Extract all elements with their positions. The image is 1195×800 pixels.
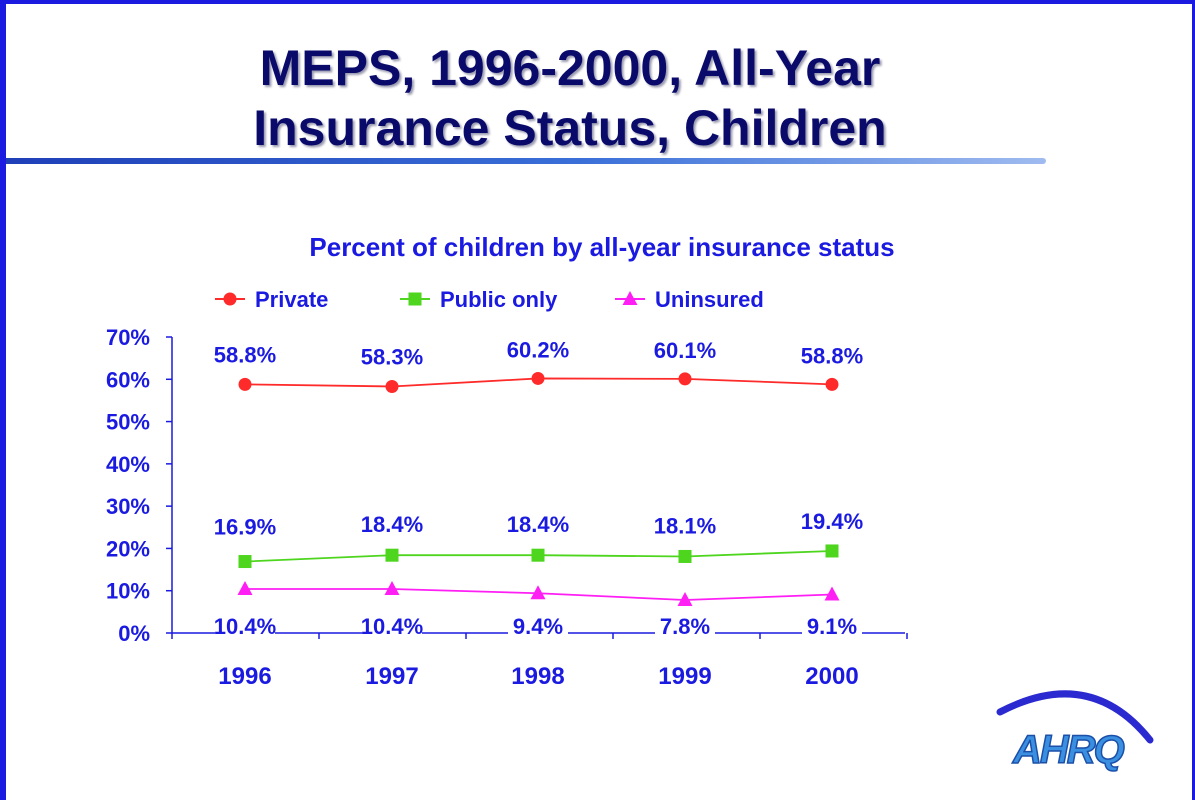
data-label: 10.4% xyxy=(214,614,276,639)
data-label: 19.4% xyxy=(801,509,863,534)
data-label-bg xyxy=(802,618,862,640)
data-point-2 xyxy=(237,581,253,596)
data-label: 18.1% xyxy=(654,513,716,538)
data-point-2 xyxy=(530,585,546,600)
slide-title: MEPS, 1996-2000, All-Year Insurance Stat… xyxy=(20,38,1120,158)
data-label: 7.8% xyxy=(660,614,710,639)
legend-marker-0 xyxy=(223,292,237,306)
x-tick-label: 1997 xyxy=(365,663,418,690)
data-label: 16.9% xyxy=(214,515,276,540)
data-point-0 xyxy=(678,372,692,386)
data-point-2 xyxy=(384,581,400,596)
data-label: 9.1% xyxy=(807,614,857,639)
slide-title-line-2: Insurance Status, Children xyxy=(253,100,887,156)
x-tick-label: 2000 xyxy=(805,663,858,690)
logo-arc xyxy=(996,690,1154,744)
data-point-2 xyxy=(677,592,693,607)
data-point-1 xyxy=(678,549,692,563)
data-point-0 xyxy=(531,371,545,385)
legend-label-1: Public only xyxy=(440,287,558,312)
data-point-2 xyxy=(824,586,840,601)
slide-title-line-1: MEPS, 1996-2000, All-Year xyxy=(259,40,881,96)
data-label: 58.8% xyxy=(214,342,276,367)
y-tick-label: 50% xyxy=(106,410,150,435)
chart-title: Percent of children by all-year insuranc… xyxy=(309,232,894,262)
data-label: 9.4% xyxy=(513,614,563,639)
x-tick-label: 1996 xyxy=(218,663,271,690)
legend-label-2: Uninsured xyxy=(655,287,764,312)
y-tick-label: 30% xyxy=(106,494,150,519)
data-label: 58.3% xyxy=(361,344,423,369)
data-point-0 xyxy=(238,377,252,391)
data-point-1 xyxy=(238,555,252,569)
y-tick-label: 70% xyxy=(106,325,150,350)
x-tick-label: 1999 xyxy=(658,663,711,690)
data-label: 10.4% xyxy=(361,614,423,639)
data-label: 60.1% xyxy=(654,338,716,363)
y-tick-label: 20% xyxy=(106,536,150,561)
data-label-bg xyxy=(508,618,568,640)
y-tick-label: 60% xyxy=(106,367,150,392)
data-label-bg xyxy=(215,618,275,640)
data-label: 18.4% xyxy=(361,512,423,537)
data-point-1 xyxy=(825,544,839,558)
ahrq-logo: AHRQ xyxy=(1012,728,1125,772)
data-point-1 xyxy=(531,548,545,562)
x-tick-label: 1998 xyxy=(511,663,564,690)
data-label: 60.2% xyxy=(507,337,569,362)
data-label: 58.8% xyxy=(801,343,863,368)
data-point-0 xyxy=(825,377,839,391)
y-tick-label: 0% xyxy=(118,621,150,646)
y-tick-label: 10% xyxy=(106,579,150,604)
data-point-1 xyxy=(385,548,399,562)
title-rule xyxy=(6,158,1046,164)
data-label-bg xyxy=(655,618,715,640)
legend-marker-1 xyxy=(408,292,422,306)
data-label-bg xyxy=(362,618,422,640)
data-point-0 xyxy=(385,379,399,393)
legend-marker-2 xyxy=(622,291,638,305)
y-tick-label: 40% xyxy=(106,452,150,477)
legend-label-0: Private xyxy=(255,287,328,312)
data-label: 18.4% xyxy=(507,512,569,537)
